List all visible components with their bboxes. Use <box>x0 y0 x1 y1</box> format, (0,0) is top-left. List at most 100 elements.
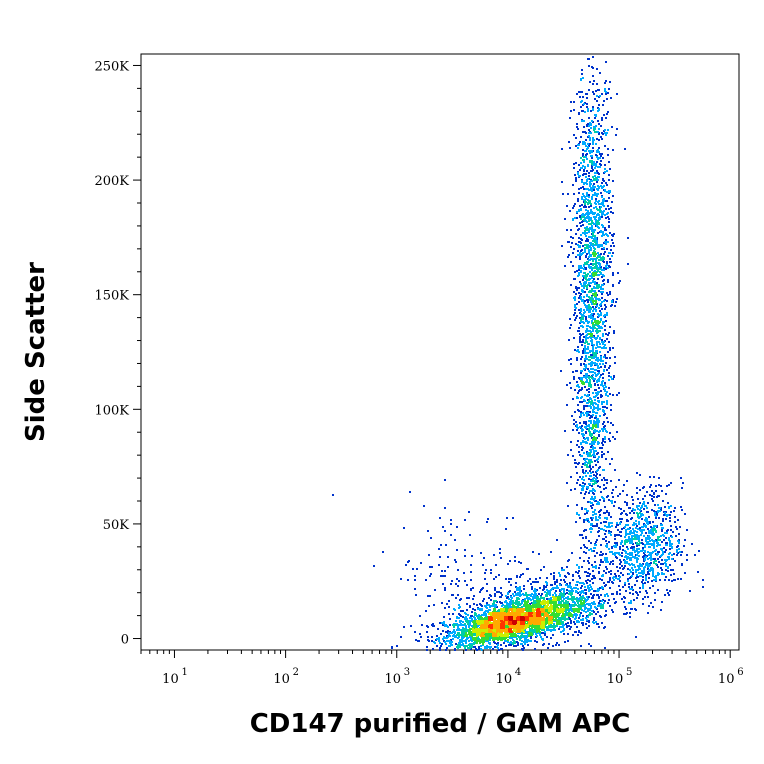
data-point <box>575 584 577 586</box>
data-point <box>638 535 640 537</box>
data-point <box>598 227 600 229</box>
data-point <box>586 341 588 343</box>
data-point <box>467 647 469 649</box>
data-point <box>588 196 590 198</box>
data-point <box>587 325 589 327</box>
data-point <box>590 255 592 257</box>
data-point <box>608 387 610 389</box>
data-point <box>546 636 548 638</box>
data-point <box>427 636 429 638</box>
data-point <box>400 578 402 580</box>
data-point <box>608 599 610 601</box>
data-point <box>555 590 557 592</box>
data-point <box>577 384 579 386</box>
data-point <box>583 216 585 218</box>
data-point <box>592 240 594 242</box>
data-point <box>604 389 606 391</box>
data-point <box>455 597 457 599</box>
data-point <box>574 623 576 625</box>
data-point <box>585 244 587 246</box>
data-point <box>465 632 467 634</box>
data-point <box>616 591 618 593</box>
data-point <box>647 521 649 523</box>
data-point <box>656 553 658 555</box>
data-point <box>596 284 598 286</box>
data-point <box>620 508 622 510</box>
data-point <box>614 538 616 540</box>
data-point <box>504 605 506 607</box>
data-point <box>629 542 631 544</box>
data-point <box>622 545 624 547</box>
data-point <box>587 472 589 474</box>
data-point <box>581 449 583 451</box>
data-point <box>642 584 644 586</box>
data-point <box>674 579 676 581</box>
data-point <box>581 478 583 480</box>
data-point <box>476 649 478 651</box>
data-point <box>625 590 627 592</box>
data-point <box>585 235 587 237</box>
data-point <box>583 600 585 602</box>
data-point <box>508 581 510 583</box>
data-point <box>620 561 622 563</box>
data-point <box>631 496 633 498</box>
data-point <box>594 126 596 128</box>
data-point <box>663 514 665 516</box>
data-point <box>626 519 628 521</box>
data-point <box>644 566 646 568</box>
data-point <box>606 400 608 402</box>
data-point <box>624 565 626 567</box>
data-point <box>465 635 467 637</box>
data-point <box>618 479 620 481</box>
data-point <box>545 581 547 583</box>
data-point <box>596 305 598 307</box>
data-point <box>578 164 580 166</box>
data-point <box>600 551 602 553</box>
data-point <box>659 510 661 512</box>
data-point <box>562 618 564 620</box>
data-point <box>523 635 525 637</box>
data-point <box>589 351 591 353</box>
data-point <box>630 600 632 602</box>
data-point <box>604 90 606 92</box>
data-point <box>600 561 602 563</box>
data-point <box>676 549 678 551</box>
data-point <box>601 479 603 481</box>
data-point <box>581 609 583 611</box>
data-point <box>461 630 463 632</box>
data-point <box>607 267 609 269</box>
data-point <box>590 365 592 367</box>
data-point <box>597 252 599 254</box>
data-point <box>447 630 449 632</box>
data-point <box>587 610 589 612</box>
data-point <box>560 631 562 633</box>
data-point <box>594 235 596 237</box>
data-point <box>608 514 610 516</box>
data-point <box>602 385 604 387</box>
data-point <box>536 631 538 633</box>
data-point <box>561 600 563 602</box>
data-point <box>642 547 644 549</box>
data-point <box>514 556 516 558</box>
data-point <box>620 535 622 537</box>
data-point <box>649 532 651 534</box>
data-point <box>598 535 600 537</box>
data-point <box>482 642 484 644</box>
data-point <box>587 608 589 610</box>
data-point <box>582 232 584 234</box>
data-point <box>601 269 603 271</box>
data-point <box>606 496 608 498</box>
data-point <box>570 363 572 365</box>
data-point <box>594 290 596 292</box>
data-point <box>588 206 590 208</box>
data-point <box>414 631 416 633</box>
data-point <box>510 596 512 598</box>
data-point <box>454 559 456 561</box>
data-point <box>679 551 681 553</box>
data-point <box>645 532 647 534</box>
data-point <box>485 569 487 571</box>
data-point <box>609 81 611 83</box>
data-point <box>507 641 509 643</box>
data-point <box>588 614 590 616</box>
data-point <box>628 602 630 604</box>
